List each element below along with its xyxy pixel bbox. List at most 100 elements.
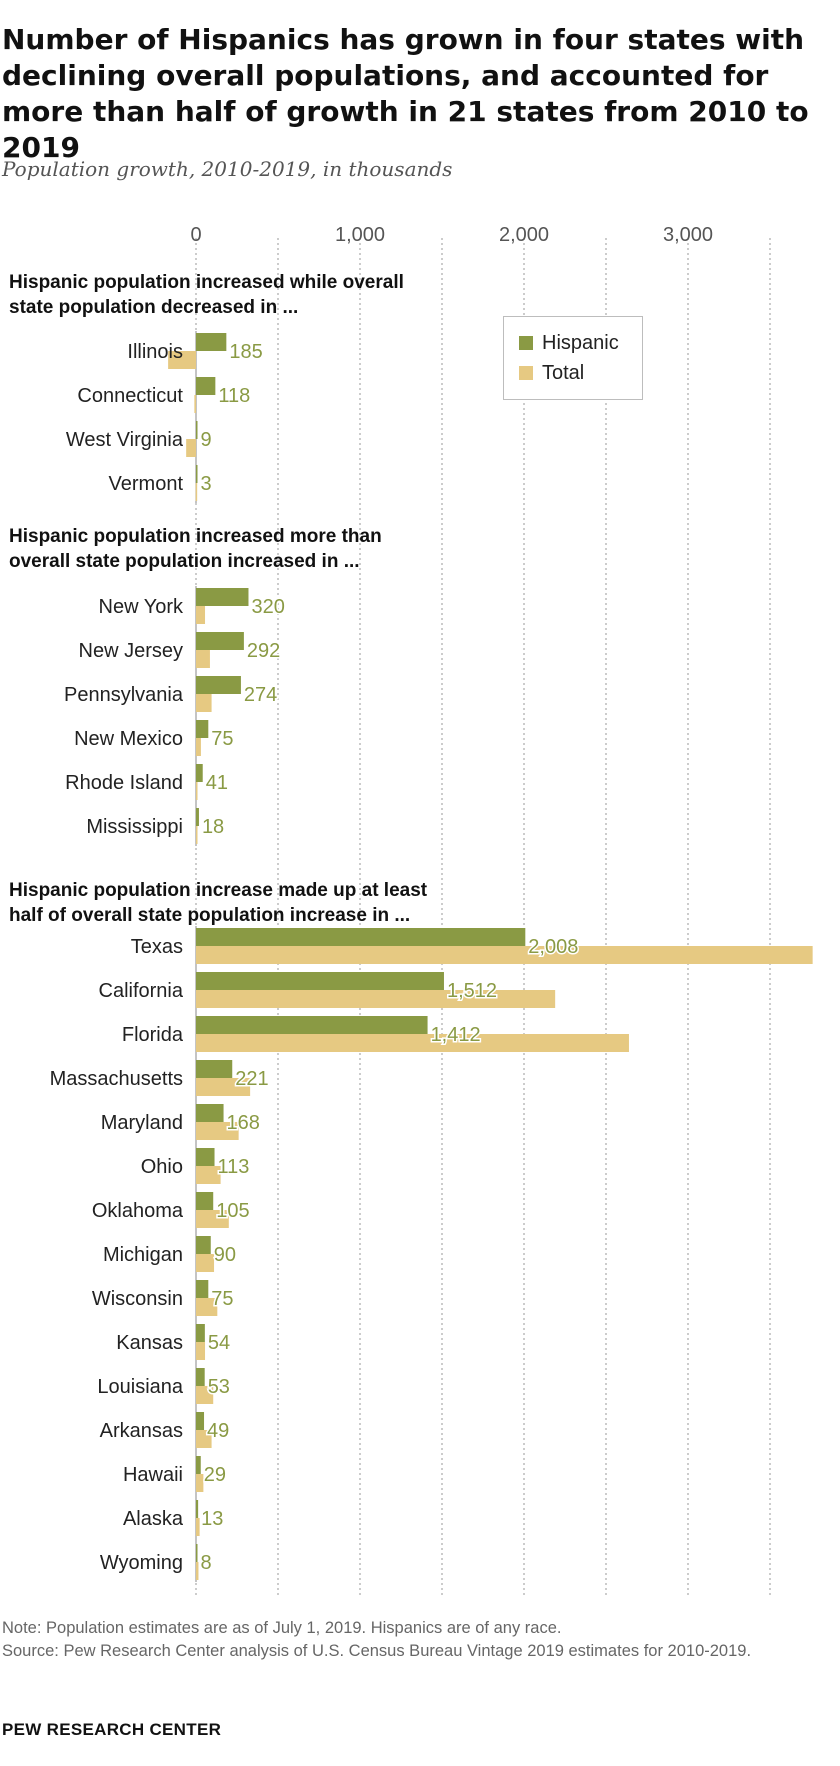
state-label: Vermont (109, 473, 184, 495)
state-label: New Mexico (74, 728, 183, 750)
x-tick-label: 2,000 (499, 224, 549, 246)
bar-total (196, 1474, 204, 1492)
legend-swatch-total (519, 366, 533, 380)
value-label-hispanic: 105 (216, 1200, 249, 1222)
bar-total (168, 351, 196, 369)
bar-hispanic (196, 1104, 224, 1122)
value-label-hispanic: 75 (211, 728, 233, 750)
state-label: New Jersey (79, 640, 183, 662)
value-label-hispanic: 320 (251, 596, 284, 618)
bar-hispanic (196, 1192, 214, 1210)
legend-label-hispanic: Hispanic (542, 331, 619, 354)
state-label: Rhode Island (65, 772, 183, 794)
state-label: Alaska (123, 1508, 184, 1530)
value-label-hispanic: 1,512 (447, 980, 497, 1002)
value-label-hispanic: 1,412 (431, 1024, 481, 1046)
state-label: Ohio (141, 1156, 183, 1178)
value-label-hispanic: 168 (227, 1112, 260, 1134)
bar-hispanic (196, 1412, 205, 1430)
bar-hispanic (196, 1324, 205, 1342)
value-label-hispanic: 3 (201, 473, 212, 495)
legend-swatch-hispanic (519, 336, 533, 350)
bar-hispanic (196, 1456, 201, 1474)
bar-hispanic (196, 333, 227, 351)
state-label: Michigan (103, 1244, 183, 1266)
bar-total (196, 1210, 229, 1228)
legend-item-total: Total (519, 361, 584, 385)
bar-hispanic (196, 928, 526, 946)
value-label-hispanic: 90 (214, 1244, 236, 1266)
group-heading: Hispanic population increased while over… (9, 272, 404, 318)
value-label-hispanic: 75 (211, 1288, 233, 1310)
bar-total (196, 1298, 218, 1316)
state-label: Wisconsin (92, 1288, 183, 1310)
bar-total (196, 1254, 215, 1272)
bar-chart: 0 1,000 2,000 3,000 Hispanic population inc… (9, 224, 813, 1597)
bar-total (196, 946, 813, 964)
value-label-hispanic: 8 (201, 1552, 212, 1574)
labels: Hispanic population increased while over… (9, 272, 580, 1576)
legend-item-hispanic: Hispanic (519, 331, 619, 355)
group-heading: Hispanic population increase made up at … (9, 880, 428, 926)
bar-total (196, 694, 212, 712)
state-label: Texas (131, 936, 183, 958)
bar-total (196, 738, 201, 756)
x-axis-ticks: 0 1,000 2,000 3,000 (190, 224, 713, 246)
bar-hispanic (196, 421, 198, 439)
bar-hispanic (196, 1544, 198, 1562)
state-label: Arkansas (100, 1420, 183, 1442)
value-label-hispanic: 54 (208, 1332, 230, 1354)
bar-total (196, 650, 210, 668)
bar-total (196, 782, 198, 800)
group-heading: Hispanic population increased more than o… (9, 526, 382, 572)
bar-hispanic (196, 1148, 215, 1166)
value-label-hispanic: 185 (229, 341, 262, 363)
state-label: Kansas (116, 1332, 183, 1354)
bar-hispanic (196, 588, 249, 606)
bar-total (186, 439, 196, 457)
bar-hispanic (196, 1500, 199, 1518)
value-label-hispanic: 41 (206, 772, 228, 794)
bar-hispanic (196, 764, 203, 782)
chart-source: Source: Pew Research Center analysis of … (2, 1642, 752, 1660)
bar-total (196, 606, 206, 624)
value-label-hispanic: 2,008 (528, 936, 578, 958)
value-label-hispanic: 9 (201, 429, 212, 451)
x-tick-label: 1,000 (335, 224, 385, 246)
state-label: Oklahoma (92, 1200, 184, 1222)
bar-hispanic (196, 1060, 233, 1078)
bar-total (196, 1078, 251, 1096)
state-label: Illinois (127, 341, 183, 363)
bar-total (196, 826, 198, 844)
legend: Hispanic Total (503, 316, 643, 400)
value-label-hispanic: 18 (202, 816, 224, 838)
bar-hispanic (196, 720, 209, 738)
state-label: Connecticut (77, 385, 183, 407)
bar-total (196, 1342, 206, 1360)
bar-total (196, 1562, 199, 1580)
state-label: Hawaii (123, 1464, 183, 1486)
bar-hispanic (196, 465, 198, 483)
state-label: Mississippi (86, 816, 183, 838)
bar-total (196, 1518, 200, 1536)
bar-hispanic (196, 972, 444, 990)
bar-total (196, 1166, 221, 1184)
value-label-hispanic: 292 (247, 640, 280, 662)
state-label: New York (99, 596, 184, 618)
value-label-hispanic: 13 (201, 1508, 223, 1530)
bar-total (196, 1034, 629, 1052)
bar-hispanic (196, 1236, 211, 1254)
state-label: Florida (122, 1024, 184, 1046)
state-label: Wyoming (100, 1552, 183, 1574)
bar-total (196, 1122, 239, 1140)
x-tick-label: 0 (190, 224, 201, 246)
bar-hispanic (196, 676, 241, 694)
bar-total (196, 1386, 214, 1404)
bar-hispanic (196, 1368, 205, 1386)
bars (168, 331, 813, 1582)
bar-hispanic (196, 632, 244, 650)
x-tick-label: 3,000 (663, 224, 713, 246)
state-label: Louisiana (97, 1376, 184, 1398)
chart-title: Number of Hispanics has grown in four st… (2, 23, 809, 164)
value-label-hispanic: 274 (244, 684, 277, 706)
